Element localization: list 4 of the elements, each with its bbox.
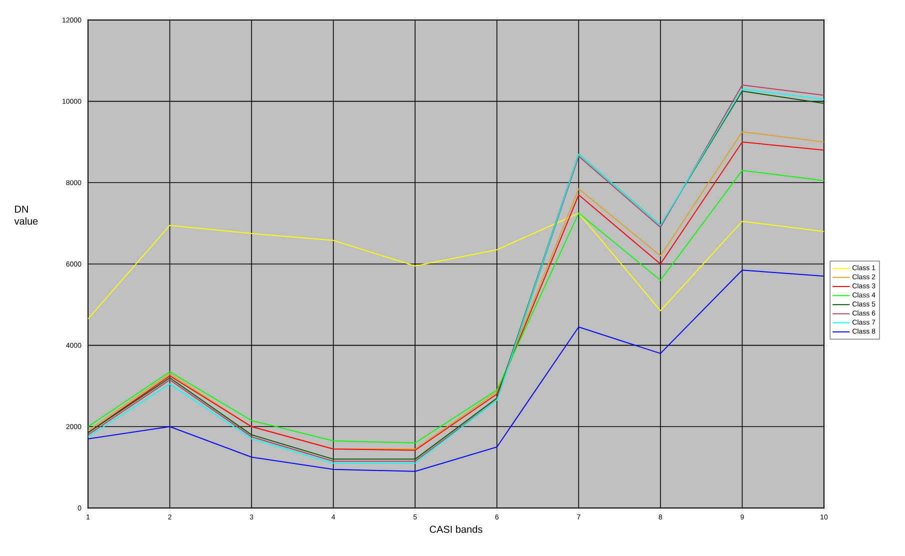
x-axis-title: CASI bands — [430, 526, 482, 533]
y-axis-title: DN value — [14, 206, 38, 225]
line-series — [88, 270, 824, 472]
line-series — [88, 212, 824, 320]
